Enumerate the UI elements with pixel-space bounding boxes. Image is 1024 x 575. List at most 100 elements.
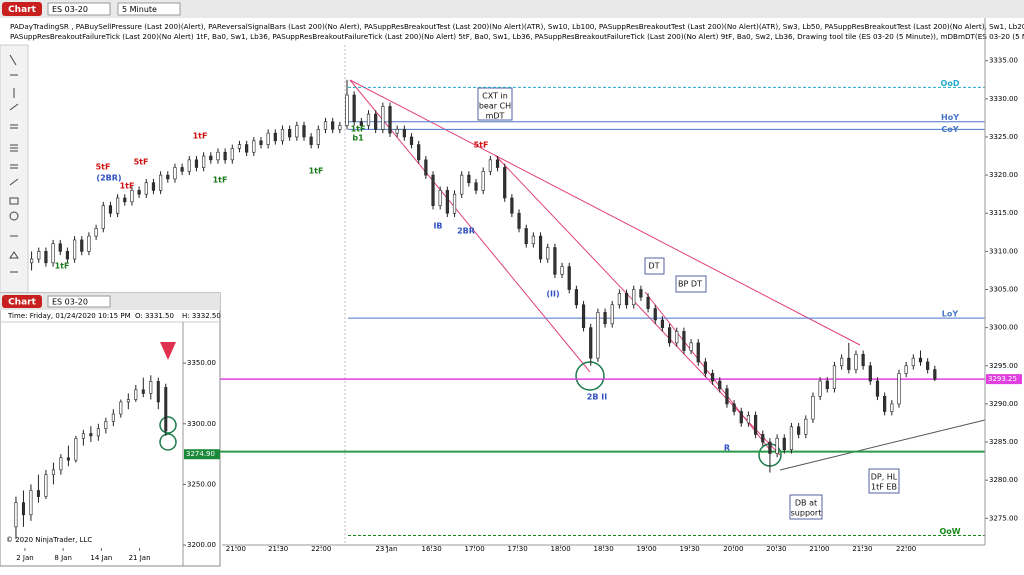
annotation: DT: [648, 262, 659, 271]
candle-body: [596, 312, 600, 359]
y-tick-label: 3280.00: [989, 476, 1018, 484]
annotation: 1tF: [351, 125, 366, 134]
candle-body: [156, 381, 160, 403]
x-tick-label: 14 Jan: [90, 554, 112, 562]
candle-body: [667, 327, 672, 344]
candle-body: [51, 469, 55, 476]
candle-body: [589, 327, 593, 359]
chart-button[interactable]: [2, 2, 42, 16]
y-tick-label: 3305.00: [989, 286, 1018, 294]
candle-body: [245, 144, 249, 153]
candle-body: [209, 155, 213, 161]
candle-body: [14, 502, 18, 528]
y-tick-label: 3300.00: [989, 324, 1018, 332]
candle-body: [574, 289, 578, 306]
candle-body: [309, 136, 313, 145]
x-tick-label: 17:30: [508, 545, 528, 553]
candle-body: [338, 125, 342, 130]
annotation: 1tF: [213, 176, 228, 185]
annotation: mDT: [486, 112, 505, 121]
x-tick-label: 17:00: [465, 545, 485, 553]
candle-body: [546, 247, 550, 260]
candle-body: [718, 380, 722, 389]
candle-body: [130, 190, 134, 203]
candle-body: [854, 354, 858, 370]
candle-body: [194, 159, 199, 168]
candle-body: [359, 121, 363, 126]
candle-body: [280, 129, 285, 142]
x-tick-label: 21:00: [226, 545, 246, 553]
candle-body: [89, 433, 93, 437]
last-price-label: 3293.25: [988, 375, 1017, 383]
candle-body: [911, 357, 915, 367]
level-label: LoY: [942, 310, 959, 319]
candle-body: [51, 243, 55, 264]
candle-body: [933, 369, 937, 380]
x-tick-label: 20:00: [723, 545, 743, 553]
candle-body: [689, 342, 693, 351]
instrument-select[interactable]: [47, 2, 111, 16]
candle-body: [926, 361, 930, 370]
annotation: 1tF: [193, 132, 208, 141]
candle-body: [646, 296, 650, 309]
inset-instrument-select[interactable]: [47, 295, 111, 308]
instrument-label: ES 03-20: [52, 5, 88, 14]
candle-body: [96, 428, 100, 437]
support-trend-line: [779, 419, 986, 471]
interval-select[interactable]: [117, 2, 181, 16]
annotation: bear CH: [479, 102, 511, 111]
candle-body: [660, 319, 665, 328]
annotation: 1tF: [309, 167, 324, 176]
candle-body: [94, 228, 98, 237]
candle-body: [374, 113, 378, 130]
annotation: DP, HL: [871, 473, 898, 482]
candle-body: [775, 437, 779, 454]
candle-body: [65, 251, 70, 260]
candle-body: [180, 167, 184, 172]
candle-body: [653, 308, 657, 321]
candle-body: [725, 388, 729, 405]
candle-body: [108, 205, 113, 214]
candle-body: [366, 113, 371, 126]
annotation: 1tF: [55, 262, 70, 271]
candle-body: [417, 144, 421, 161]
candle-body: [126, 399, 130, 403]
inset-copyright: © 2020 NinjaTrader, LLC: [6, 536, 92, 544]
candle-body: [840, 357, 844, 367]
candle-body: [259, 140, 263, 145]
drawing-tool-icons: [9, 54, 19, 273]
candle-body: [445, 190, 449, 214]
y-tick-label: 3315.00: [989, 209, 1018, 217]
candle-body: [811, 395, 815, 420]
annotation: (2BR): [96, 174, 121, 183]
candle-body: [610, 304, 614, 325]
candle-body: [74, 438, 78, 461]
drawing-toolbar: [0, 44, 29, 294]
x-tick-label: 21:30: [852, 545, 872, 553]
candle-body: [101, 205, 105, 229]
candle-body: [804, 418, 808, 435]
candle-body: [119, 401, 123, 415]
candle-body: [890, 403, 894, 412]
candle-body: [553, 247, 557, 275]
inset-chart-button[interactable]: [2, 295, 42, 308]
candle-body: [237, 144, 242, 149]
inset-open: O: 3331.50: [135, 312, 174, 320]
last-price-box: [986, 374, 1022, 385]
x-tick-label: 19:00: [637, 545, 657, 553]
x-tick-label: 19:30: [680, 545, 700, 553]
y-tick-label: 3335.00: [989, 57, 1018, 65]
x-tick-label: 18:00: [551, 545, 571, 553]
level-label: CoY: [941, 125, 958, 134]
candle-body: [868, 365, 872, 382]
candle-body: [510, 197, 514, 214]
x-tick-label: 8 Jan: [54, 554, 71, 562]
candle-body: [44, 474, 48, 497]
candle-body: [166, 174, 170, 180]
candle-body: [818, 380, 822, 397]
annotation: 5tF: [134, 158, 149, 167]
candle-body: [164, 387, 168, 432]
candle-body: [460, 174, 464, 195]
y-tick-label: 3325.00: [989, 133, 1018, 141]
